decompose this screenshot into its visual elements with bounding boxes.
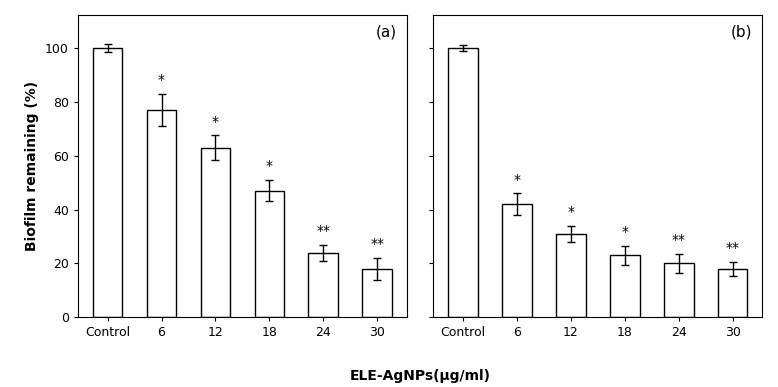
Text: ELE-AgNPs(μg/ml): ELE-AgNPs(μg/ml) — [349, 369, 491, 383]
Bar — [254, 191, 284, 317]
Bar — [93, 48, 122, 317]
Text: (b): (b) — [731, 24, 752, 39]
Text: *: * — [212, 115, 219, 128]
Text: **: ** — [726, 241, 740, 255]
Text: *: * — [513, 173, 520, 187]
Text: *: * — [158, 73, 165, 87]
Bar — [502, 204, 532, 317]
Bar — [664, 264, 693, 317]
Bar — [308, 253, 338, 317]
Y-axis label: Biofilm remaining (%): Biofilm remaining (%) — [26, 81, 40, 252]
Bar — [201, 147, 230, 317]
Bar — [718, 269, 748, 317]
Bar — [556, 234, 586, 317]
Bar — [147, 110, 177, 317]
Text: *: * — [622, 225, 629, 239]
Text: *: * — [266, 159, 273, 173]
Text: **: ** — [671, 233, 685, 247]
Bar — [363, 269, 392, 317]
Bar — [610, 255, 640, 317]
Text: (a): (a) — [376, 24, 397, 39]
Bar — [448, 48, 478, 317]
Text: **: ** — [370, 237, 384, 251]
Text: *: * — [567, 205, 574, 219]
Text: **: ** — [316, 224, 330, 238]
